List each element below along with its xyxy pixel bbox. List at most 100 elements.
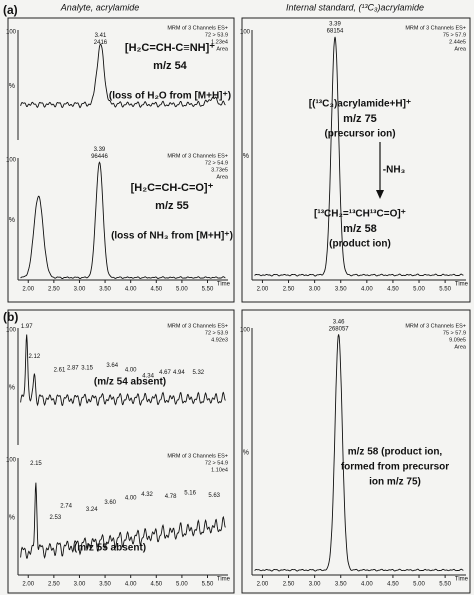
x-tick-label: 2.00 [257, 582, 269, 588]
x-tick-label: 3.00 [309, 582, 321, 588]
peak-label: 3.39 [94, 147, 106, 153]
peak-label: 4.00 [125, 495, 137, 501]
trace [20, 43, 226, 109]
x-tick-label: 5.50 [202, 287, 214, 293]
annotation: (m/z 54 absent) [94, 377, 166, 388]
panel-label: (b) [3, 310, 18, 324]
x-tick-label: 4.50 [150, 287, 162, 293]
peak-label: 4.32 [141, 492, 153, 498]
x-tick-label: 2.00 [22, 287, 34, 293]
peak-label: 4.78 [165, 494, 177, 500]
channel-info: 72 > 54.9 [205, 460, 228, 466]
column-title: Analyte, acrylamide [60, 2, 140, 12]
annotation: m/z 55 [155, 200, 189, 212]
peak-label: 2416 [94, 40, 108, 46]
channel-info: MRM of 3 Channels ES+ [167, 323, 228, 329]
x-title: Time [455, 577, 469, 583]
channel-info: 9.09e5 [449, 337, 466, 343]
x-title: Time [217, 577, 231, 583]
y-unit-label: % [9, 514, 15, 521]
x-tick-label: 5.00 [176, 287, 188, 293]
channel-info: MRM of 3 Channels ES+ [405, 25, 466, 31]
y-unit-label: % [9, 217, 15, 224]
y-unit-label: % [243, 449, 249, 456]
arrow-head [376, 190, 384, 199]
annotation: formed from precursor [341, 462, 449, 473]
trace [20, 161, 226, 279]
x-tick-label: 2.50 [283, 582, 295, 588]
annotation: m/z 54 [153, 60, 188, 72]
channel-info: MRM of 3 Channels ES+ [167, 453, 228, 459]
x-tick-label: 3.00 [74, 582, 86, 588]
y-unit-label: % [9, 83, 15, 90]
peak-label: 3.41 [95, 33, 107, 39]
x-tick-label: 3.00 [309, 287, 321, 293]
x-tick-label: 4.00 [361, 582, 373, 588]
peak-label: 2.12 [29, 354, 41, 360]
channel-info: 3.73e5 [211, 167, 228, 173]
panel-frame [241, 17, 471, 303]
x-title: Time [217, 282, 231, 288]
peak-label: 5.63 [208, 493, 220, 499]
y-top-label: 100 [6, 328, 17, 334]
x-tick-label: 2.50 [48, 582, 60, 588]
peak-label: 5.32 [192, 370, 204, 376]
channel-info: 72 > 53.9 [205, 32, 228, 38]
channel-info: 72 > 54.9 [205, 160, 228, 166]
peak-label: 3.46 [333, 319, 345, 325]
x-tick-label: 3.50 [99, 582, 111, 588]
peak-label: 2.61 [54, 368, 66, 374]
x-tick-label: 4.50 [150, 582, 162, 588]
y-top-label: 100 [6, 458, 17, 464]
x-tick-label: 2.00 [257, 287, 269, 293]
peak-label: 1.97 [21, 324, 33, 330]
x-tick-label: 5.50 [202, 582, 214, 588]
peak-label: 3.60 [104, 500, 116, 506]
peak-label: 68154 [327, 29, 344, 35]
x-tick-label: 2.50 [48, 287, 60, 293]
peak-label: 4.67 [159, 370, 171, 376]
peak-label: 5.16 [184, 491, 196, 497]
annotation: m/z 58 (product ion, [348, 447, 443, 458]
x-tick-label: 3.50 [335, 582, 347, 588]
x-tick-label: 3.00 [74, 287, 86, 293]
x-title: Time [455, 282, 469, 288]
annotation: ion m/z 75) [369, 477, 421, 488]
panel-label: (a) [3, 3, 18, 17]
peak-label: 96446 [91, 154, 108, 160]
panel-frame [7, 17, 235, 303]
x-tick-label: 2.50 [283, 287, 295, 293]
x-tick-label: 2.00 [22, 582, 34, 588]
x-tick-label: 5.00 [413, 287, 425, 293]
peak-label: 2.15 [30, 461, 42, 467]
channel-info: 4.92e3 [211, 337, 228, 343]
column-title: Internal standard, (¹³C₃)acrylamide [286, 2, 424, 12]
x-tick-label: 5.00 [413, 582, 425, 588]
peak-label: 4.94 [173, 370, 185, 376]
y-unit-label: % [243, 153, 249, 160]
annotation: -NH₃ [383, 165, 406, 176]
channel-info: 1.10e4 [211, 467, 228, 473]
y-top-label: 100 [240, 30, 251, 36]
y-unit-label: % [9, 384, 15, 391]
annotation: [¹³CH₂=¹³CH¹³C=O]⁺ [314, 209, 406, 220]
annotation: m/z 58 [343, 223, 377, 235]
trace [20, 482, 226, 559]
peak-label: 2.74 [60, 503, 72, 509]
annotation: (precursor ion) [324, 129, 395, 140]
panel-frame [241, 309, 471, 594]
peak-label: 4.00 [125, 368, 137, 374]
panel-frame [7, 309, 235, 594]
annotation: (loss of H₂O from [M+H]⁺) [109, 91, 231, 102]
x-tick-label: 4.00 [361, 287, 373, 293]
channel-info: Area [454, 344, 467, 350]
annotation: m/z 75 [343, 113, 377, 125]
x-tick-label: 3.50 [335, 287, 347, 293]
annotation: (product ion) [329, 239, 391, 250]
peak-label: 3.39 [329, 22, 341, 28]
channel-info: MRM of 3 Channels ES+ [167, 153, 228, 159]
channel-info: MRM of 3 Channels ES+ [167, 25, 228, 31]
x-tick-label: 5.50 [439, 582, 451, 588]
channel-info: Area [454, 46, 467, 52]
channel-info: 75 > 57.9 [443, 32, 466, 38]
